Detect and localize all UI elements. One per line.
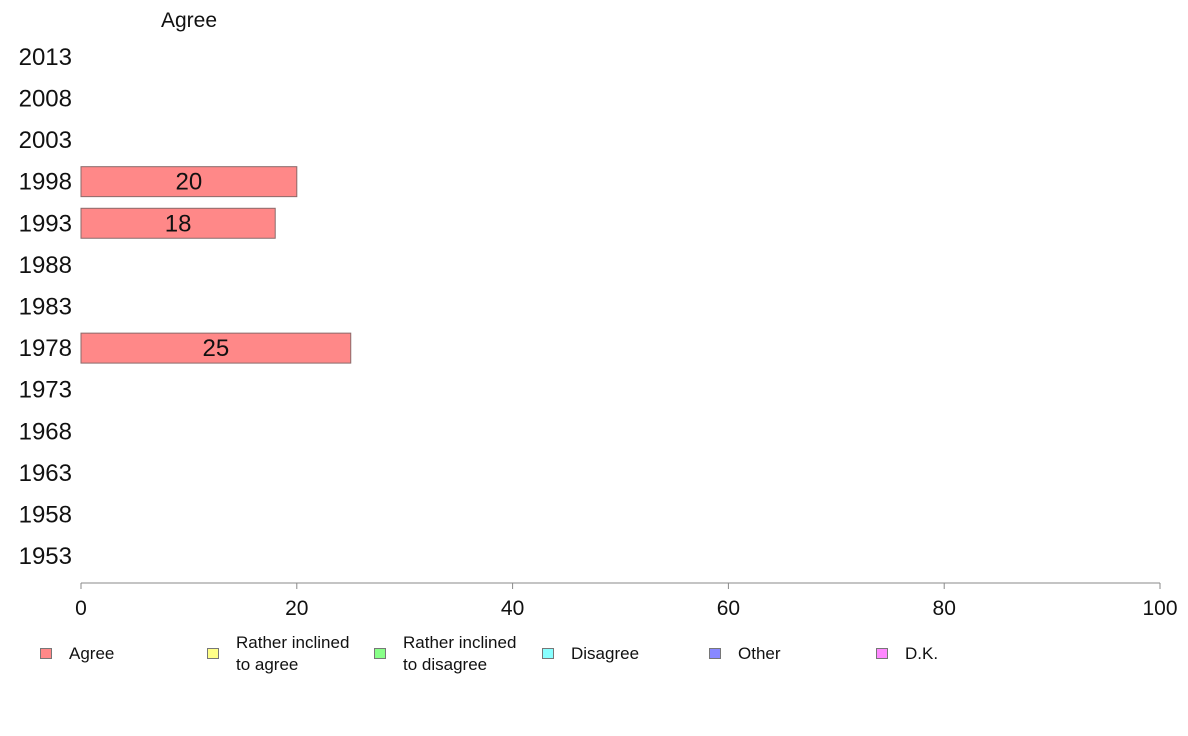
x-tick-label-0: 0 <box>75 597 87 620</box>
y-tick-label-1998: 1998 <box>19 169 72 196</box>
legend: Agree Rather inclined to agree Rather in… <box>0 630 1188 680</box>
y-axis-labels: 2013 2008 2003 1998 1993 1988 1983 1978 1973 1968… <box>19 44 72 570</box>
y-tick-label-1983: 1983 <box>19 294 72 321</box>
legend-label-rather-inclined-to-agree: Rather inclined to agree <box>236 633 350 674</box>
bar-value-label-1998: 20 <box>176 169 203 196</box>
y-tick-label-1958: 1958 <box>19 502 72 529</box>
legend-label-rather-inclined-to-disagree: Rather inclined to disagree <box>403 633 517 674</box>
legend-swatch-rather-inclined-to-disagree <box>374 648 386 659</box>
chart-title: Agree <box>161 9 217 32</box>
y-tick-label-1978: 1978 <box>19 335 72 362</box>
legend-swatch-other <box>709 648 721 659</box>
x-tick-label-100: 100 <box>1142 597 1177 620</box>
bar-value-label-1993: 18 <box>165 210 192 237</box>
bar-1978[interactable] <box>80 332 352 364</box>
x-tick-label-80: 80 <box>933 597 956 620</box>
y-tick-label-1968: 1968 <box>19 418 72 445</box>
legend-label-dk: D.K. <box>905 644 939 663</box>
y-tick-label-2013: 2013 <box>19 44 72 71</box>
y-tick-label-1988: 1988 <box>19 252 72 279</box>
bar-value-labels: 20 18 25 <box>165 169 229 362</box>
y-tick-label-1963: 1963 <box>19 460 72 487</box>
legend-swatch-dk <box>876 648 888 659</box>
legend-label-disagree: Disagree <box>571 644 640 663</box>
bar-1993[interactable] <box>80 207 276 239</box>
bar-1998[interactable] <box>80 166 298 198</box>
x-tick-label-60: 60 <box>717 597 740 620</box>
legend-label-agree: Agree <box>69 644 115 663</box>
y-tick-label-1993: 1993 <box>19 210 72 237</box>
x-axis: 0 20 40 60 80 100 <box>75 582 1178 620</box>
bars <box>80 166 352 364</box>
y-tick-label-1973: 1973 <box>19 377 72 404</box>
y-tick-label-2003: 2003 <box>19 127 72 154</box>
legend-swatch-rather-inclined-to-agree <box>207 648 219 659</box>
x-tick-label-20: 20 <box>285 597 308 620</box>
bar-chart: Agree 2013 2008 2003 1998 1993 1988 1983 1978 19… <box>19 9 1178 620</box>
bar-value-label-1978: 25 <box>203 335 230 362</box>
legend-swatch-agree <box>40 648 52 659</box>
x-tick-label-40: 40 <box>501 597 524 620</box>
legend-swatch-disagree <box>542 648 554 659</box>
y-tick-label-2008: 2008 <box>19 85 72 112</box>
legend-label-other: Other <box>738 644 781 663</box>
y-tick-label-1953: 1953 <box>19 543 72 570</box>
